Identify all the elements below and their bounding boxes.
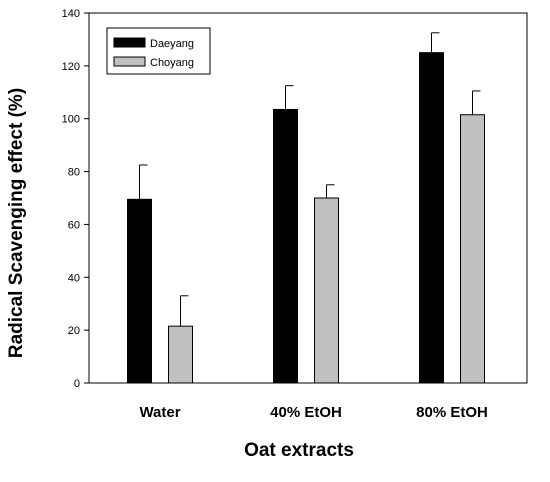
- y-tick-label: 20: [68, 325, 80, 337]
- legend: Daeyang Choyang: [106, 27, 211, 75]
- bar-daeyang: [419, 52, 444, 384]
- y-tick-label: 140: [62, 8, 80, 20]
- y-tick-label: 60: [68, 219, 80, 231]
- y-tick-label: 40: [68, 272, 80, 284]
- x-axis-title: Oat extracts: [244, 440, 354, 461]
- y-axis-title: Radical Scavenging effect (%): [6, 88, 27, 358]
- legend-swatch-daeyang: [113, 37, 146, 48]
- axes-layer: 0 20 40 60 80 100 120 140 Water 40% EtOH 80% EtOH: [62, 8, 528, 421]
- x-tick-label: 40% EtOH: [270, 404, 342, 421]
- bar-choyang: [314, 197, 339, 384]
- plot-frame: [88, 12, 528, 384]
- x-tick-label: Water: [139, 404, 180, 421]
- error-bars-layer: [139, 32, 481, 327]
- bar-choyang: [168, 325, 193, 384]
- y-tick-label: 80: [68, 167, 80, 179]
- y-tick-label: 120: [62, 61, 80, 73]
- y-tick-label: 0: [74, 378, 80, 390]
- bar-choyang: [460, 114, 485, 384]
- legend-label-daeyang: Daeyang: [150, 38, 194, 50]
- x-tick-label: 80% EtOH: [416, 404, 488, 421]
- bar-daeyang: [273, 108, 298, 384]
- bar-daeyang: [127, 198, 152, 384]
- legend-label-choyang: Choyang: [150, 57, 194, 69]
- legend-swatch-choyang: [113, 56, 146, 67]
- bars-layer: [127, 52, 485, 384]
- y-tick-label: 100: [62, 114, 80, 126]
